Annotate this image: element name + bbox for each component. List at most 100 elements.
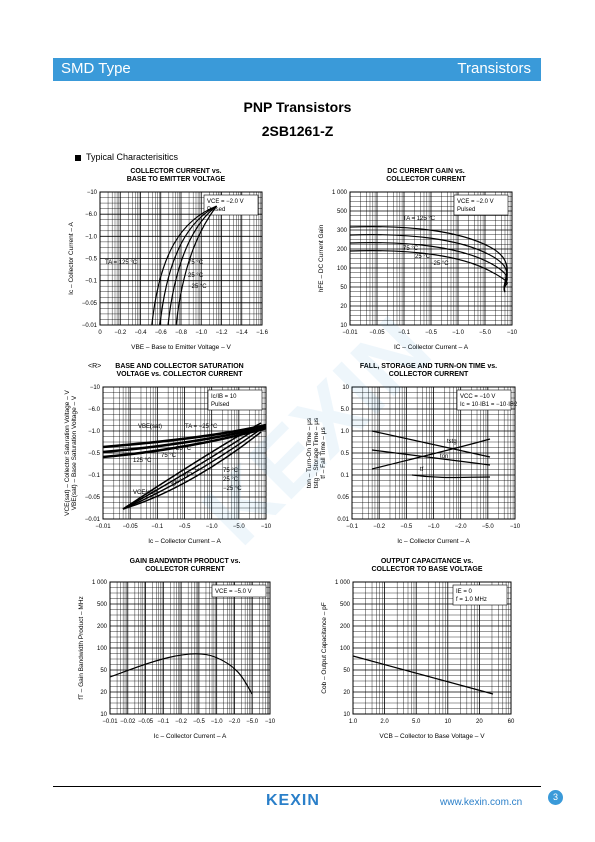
y-tick-label: −6.0 xyxy=(85,212,98,218)
x-axis-label: Ic – Collector Current – A xyxy=(397,538,470,545)
condition-text: VCC = −10 V xyxy=(460,394,495,400)
x-tick-label: −0.01 xyxy=(342,330,358,336)
x-tick-label: −0.5 xyxy=(193,719,206,725)
y-tick-label: −10 xyxy=(87,190,98,196)
y-axis-label: tstg – Storage Time – μs xyxy=(313,417,320,488)
footer-url: www.kexin.com.cn xyxy=(440,797,523,808)
condition-text: Ic/IB = 10 xyxy=(211,394,237,400)
x-tick-label: −0.05 xyxy=(123,524,139,530)
x-axis-label: Ic – Collector Current – A xyxy=(154,733,227,740)
x-tick-label: −0.1 xyxy=(346,524,359,530)
curve-line xyxy=(122,422,262,510)
curve-label: −25 °C xyxy=(223,486,242,492)
x-tick-label: −5.0 xyxy=(233,524,246,530)
y-axis-label: hFE – DC Current Gain xyxy=(318,224,325,292)
chart-title: GAIN BANDWIDTH PRODUCT vs. xyxy=(130,558,241,565)
x-axis-label: IC – Collector Current – A xyxy=(394,344,469,351)
condition-box xyxy=(452,584,508,606)
curve-line xyxy=(175,205,218,326)
y-tick-label: −1.0 xyxy=(88,429,101,435)
x-tick-label: −0.05 xyxy=(369,330,385,336)
y-axis-label: VBE(sat) – Base Saturation Voltage – V xyxy=(71,395,78,510)
x-tick-label: 60 xyxy=(508,719,515,725)
x-tick-label: 2.0 xyxy=(380,719,389,725)
x-tick-label: −1.6 xyxy=(256,330,269,336)
x-tick-label: −1.4 xyxy=(236,330,249,336)
y-axis-label: ton – Turn-On Time – μs xyxy=(306,417,313,488)
y-tick-label: 200 xyxy=(340,624,351,630)
x-tick-label: −0.01 xyxy=(102,719,118,725)
y-tick-label: 0.1 xyxy=(341,473,350,479)
curve-label: −25 °C xyxy=(188,284,207,290)
curve-label: 25 °C xyxy=(223,477,239,483)
y-tick-label: 300 xyxy=(337,228,348,234)
y-tick-label: 20 xyxy=(340,304,347,310)
condition-text: Pulsed xyxy=(457,207,475,213)
part-number: 2SB1261-Z xyxy=(261,123,334,139)
x-tick-label: −5.0 xyxy=(479,330,492,336)
curve-line xyxy=(122,428,262,510)
curve-line xyxy=(371,430,491,458)
chart-title: OUTPUT CAPACITANCE vs. xyxy=(381,558,473,565)
condition-text: Pulsed xyxy=(211,402,229,408)
header-bar: SMD Type Transistors xyxy=(53,58,541,81)
y-tick-label: 100 xyxy=(97,646,108,652)
y-tick-label: −0.5 xyxy=(88,451,101,457)
y-tick-label: 10 xyxy=(343,712,350,718)
chart-title: FALL, STORAGE AND TURN-ON TIME vs. xyxy=(360,363,497,370)
curve-label: 25 °C xyxy=(188,273,204,279)
y-tick-label: −1.0 xyxy=(85,234,98,240)
condition-text: Ic = 10·IB1 = −10·IB2 xyxy=(460,402,518,408)
x-tick-label: 10 xyxy=(444,719,451,725)
curve-label: tstg xyxy=(447,439,457,445)
curve-line xyxy=(352,655,494,695)
y-tick-label: 1 000 xyxy=(92,580,108,586)
y-axis-label: tf – Fall Time – μs xyxy=(320,427,327,479)
x-tick-label: −5.0 xyxy=(482,524,495,530)
condition-text: VCE = −5.0 V xyxy=(215,589,252,595)
x-tick-label: −0.05 xyxy=(138,719,154,725)
square-bullet-icon xyxy=(75,154,81,161)
y-tick-label: 500 xyxy=(97,602,108,608)
x-tick-label: −0.5 xyxy=(179,524,192,530)
y-tick-label: 20 xyxy=(343,690,350,696)
chart-title: COLLECTOR CURRENT xyxy=(389,371,469,378)
page-title: PNP Transistors xyxy=(243,99,352,115)
y-tick-label: −10 xyxy=(90,385,101,391)
x-tick-label: −10 xyxy=(261,524,272,530)
y-tick-label: 20 xyxy=(100,690,107,696)
y-tick-label: −0.05 xyxy=(85,495,101,501)
y-tick-label: 500 xyxy=(337,209,348,215)
y-tick-label: 1 000 xyxy=(332,190,348,196)
x-tick-label: −1.0 xyxy=(452,330,465,336)
condition-box xyxy=(453,194,509,216)
condition-text: VCE = −2.0 V xyxy=(457,199,494,205)
curve-label: 125 °C xyxy=(133,458,152,464)
x-tick-label: −0.5 xyxy=(400,524,413,530)
section-heading: Typical Characterisitics xyxy=(75,152,178,162)
condition-text: IE = 0 xyxy=(456,589,473,595)
curve-line xyxy=(151,205,217,326)
y-tick-label: 10 xyxy=(340,323,347,329)
x-tick-label: −0.02 xyxy=(120,719,136,725)
y-tick-label: −0.5 xyxy=(85,257,98,263)
y-tick-label: −0.1 xyxy=(85,279,98,285)
chart-title: VOLTAGE vs. COLLECTOR CURRENT xyxy=(116,371,243,378)
y-tick-label: 100 xyxy=(337,266,348,272)
curve-line xyxy=(122,431,262,510)
y-tick-label: −0.05 xyxy=(82,301,98,307)
x-tick-label: −2.0 xyxy=(455,524,468,530)
x-tick-label: −0.1 xyxy=(151,524,164,530)
curve-label: 75 °C xyxy=(188,260,204,266)
curve-label: TA = −25 °C xyxy=(185,424,218,430)
condition-text: VCE = −2.0 V xyxy=(207,199,244,205)
x-tick-label: 0 xyxy=(98,330,102,336)
x-tick-label: −0.6 xyxy=(155,330,168,336)
x-tick-label: −0.01 xyxy=(95,524,111,530)
y-tick-label: 0.01 xyxy=(337,517,349,523)
x-tick-label: 1.0 xyxy=(349,719,358,725)
y-tick-label: 200 xyxy=(337,247,348,253)
curve-label: 75 °C xyxy=(403,246,419,252)
y-tick-label: 50 xyxy=(340,285,347,291)
